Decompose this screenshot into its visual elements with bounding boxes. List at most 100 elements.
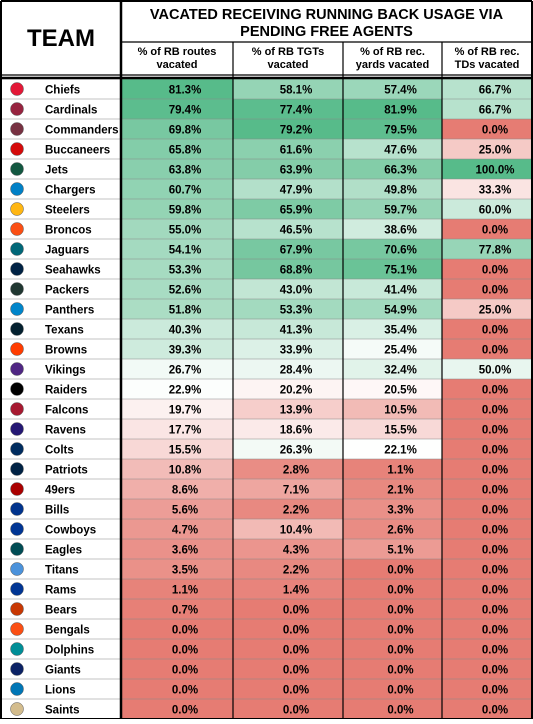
value-label-tds: 60.0% bbox=[479, 205, 512, 217]
value-label-tgts: 46.5% bbox=[280, 225, 313, 237]
team-logo-icon bbox=[10, 462, 24, 476]
value-label-routes: 69.8% bbox=[169, 125, 202, 137]
value-cell-tds bbox=[442, 639, 532, 659]
value-cell-yards bbox=[343, 599, 442, 619]
team-name: Eagles bbox=[45, 545, 82, 557]
value-cell-tgts bbox=[233, 679, 343, 699]
value-label-routes: 17.7% bbox=[169, 425, 202, 437]
value-label-routes: 79.4% bbox=[169, 105, 202, 117]
team-name: Saints bbox=[45, 705, 80, 717]
team-cell bbox=[1, 539, 121, 559]
team-name: Seahawks bbox=[45, 265, 101, 277]
value-label-tds: 0.0% bbox=[482, 705, 508, 717]
team-name: Buccaneers bbox=[45, 145, 110, 157]
value-cell-routes bbox=[121, 219, 233, 239]
value-cell-routes bbox=[121, 459, 233, 479]
value-label-tgts: 61.6% bbox=[280, 145, 313, 157]
value-cell-tgts bbox=[233, 339, 343, 359]
value-cell-yards bbox=[343, 339, 442, 359]
column-header-routes: vacated bbox=[157, 59, 198, 71]
value-label-routes: 19.7% bbox=[169, 405, 202, 417]
value-label-yards: 81.9% bbox=[384, 105, 417, 117]
value-label-yards: 0.0% bbox=[387, 685, 413, 697]
value-cell-routes bbox=[121, 419, 233, 439]
value-cell-tgts bbox=[233, 659, 343, 679]
value-label-yards: 79.5% bbox=[384, 125, 417, 137]
value-label-routes: 0.0% bbox=[172, 685, 198, 697]
value-cell-tds bbox=[442, 699, 532, 719]
value-cell-yards bbox=[343, 459, 442, 479]
value-cell-yards bbox=[343, 439, 442, 459]
value-label-routes: 0.0% bbox=[172, 705, 198, 717]
value-cell-yards bbox=[343, 359, 442, 379]
team-logo-icon bbox=[10, 662, 24, 676]
value-cell-routes bbox=[121, 339, 233, 359]
value-label-tds: 25.0% bbox=[479, 305, 512, 317]
value-cell-yards bbox=[343, 659, 442, 679]
team-name: Browns bbox=[45, 345, 87, 357]
value-cell-tgts bbox=[233, 259, 343, 279]
value-label-tgts: 0.0% bbox=[283, 705, 309, 717]
team-logo-icon bbox=[10, 362, 24, 376]
value-label-tds: 0.0% bbox=[482, 565, 508, 577]
value-cell-tgts bbox=[233, 139, 343, 159]
value-label-tds: 0.0% bbox=[482, 465, 508, 477]
value-cell-routes bbox=[121, 299, 233, 319]
team-name: Titans bbox=[45, 565, 79, 577]
value-label-tds: 0.0% bbox=[482, 385, 508, 397]
chart-title-line: VACATED RECEIVING RUNNING BACK USAGE VIA bbox=[150, 7, 504, 23]
value-cell-tds bbox=[442, 359, 532, 379]
value-label-routes: 39.3% bbox=[169, 345, 202, 357]
team-logo-icon bbox=[10, 302, 24, 316]
column-header-yards: % of RB rec. bbox=[360, 46, 425, 58]
value-cell-tds bbox=[442, 659, 532, 679]
value-cell-tgts bbox=[233, 619, 343, 639]
team-logo-icon bbox=[10, 142, 24, 156]
value-label-routes: 52.6% bbox=[169, 285, 202, 297]
team-cell bbox=[1, 459, 121, 479]
value-label-tgts: 0.0% bbox=[283, 685, 309, 697]
value-label-tgts: 53.3% bbox=[280, 305, 313, 317]
value-label-tgts: 13.9% bbox=[280, 405, 313, 417]
value-label-routes: 55.0% bbox=[169, 225, 202, 237]
team-logo-icon bbox=[10, 242, 24, 256]
value-label-tds: 0.0% bbox=[482, 545, 508, 557]
value-label-tds: 0.0% bbox=[482, 685, 508, 697]
value-cell-tgts bbox=[233, 79, 343, 99]
value-cell-tds bbox=[442, 539, 532, 559]
value-cell-tgts bbox=[233, 479, 343, 499]
team-logo-icon bbox=[10, 422, 24, 436]
team-name: 49ers bbox=[45, 485, 75, 497]
value-cell-yards bbox=[343, 239, 442, 259]
team-name: Giants bbox=[45, 665, 81, 677]
value-cell-yards bbox=[343, 519, 442, 539]
team-logo-icon bbox=[10, 122, 24, 136]
value-label-yards: 59.7% bbox=[384, 205, 417, 217]
team-cell bbox=[1, 659, 121, 679]
value-label-tgts: 10.4% bbox=[280, 525, 313, 537]
value-cell-routes bbox=[121, 439, 233, 459]
team-name: Falcons bbox=[45, 405, 88, 417]
value-cell-tgts bbox=[233, 219, 343, 239]
team-logo-icon bbox=[10, 222, 24, 236]
value-cell-tds bbox=[442, 379, 532, 399]
value-label-routes: 51.8% bbox=[169, 305, 202, 317]
value-cell-yards bbox=[343, 179, 442, 199]
team-cell bbox=[1, 499, 121, 519]
team-name: Vikings bbox=[45, 365, 86, 377]
value-cell-tds bbox=[442, 519, 532, 539]
value-label-tgts: 33.9% bbox=[280, 345, 313, 357]
team-cell bbox=[1, 579, 121, 599]
value-label-tds: 0.0% bbox=[482, 225, 508, 237]
value-cell-tgts bbox=[233, 379, 343, 399]
value-cell-routes bbox=[121, 519, 233, 539]
team-name: Jets bbox=[45, 165, 68, 177]
value-label-yards: 47.6% bbox=[384, 145, 417, 157]
value-label-tgts: 65.9% bbox=[280, 205, 313, 217]
value-label-routes: 0.0% bbox=[172, 645, 198, 657]
value-label-yards: 10.5% bbox=[384, 405, 417, 417]
value-label-tds: 0.0% bbox=[482, 625, 508, 637]
team-cell bbox=[1, 219, 121, 239]
value-cell-tds bbox=[442, 439, 532, 459]
value-label-routes: 0.0% bbox=[172, 625, 198, 637]
